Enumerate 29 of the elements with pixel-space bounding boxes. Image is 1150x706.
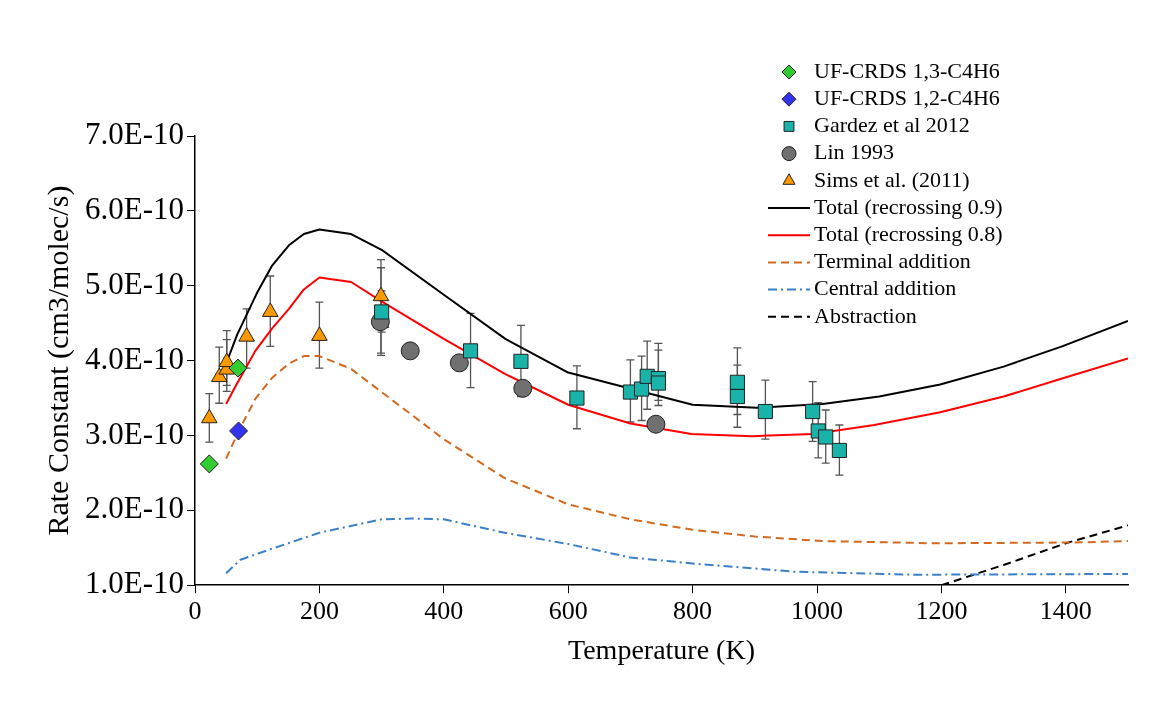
y-tick-label: 7.0E-10 xyxy=(84,116,185,152)
x-tick-label: 0 xyxy=(188,595,202,625)
y-tick-label: 1.0E-10 xyxy=(84,565,185,601)
legend-label: Sims et al. (2011) xyxy=(814,166,970,192)
legend-label: Terminal addition xyxy=(814,248,971,274)
legend-label: UF-CRDS 1,2-C4H6 xyxy=(814,84,1000,110)
x-tick-label: 1400 xyxy=(1039,595,1092,625)
line-series xyxy=(225,355,1128,545)
line-series xyxy=(225,517,1128,576)
y-tick-label: 2.0E-10 xyxy=(84,490,185,526)
y-tick-label: 6.0E-10 xyxy=(84,191,185,227)
legend-label: Lin 1993 xyxy=(814,139,895,165)
legend-label: Total (recrossing 0.9) xyxy=(814,193,1003,219)
legend-label: Central addition xyxy=(814,275,957,301)
legend-label: Total (recrossing 0.8) xyxy=(814,220,1003,246)
legend-label: Gardez et al 2012 xyxy=(814,112,970,138)
x-tick-label: 800 xyxy=(673,595,713,625)
x-tick-label: 400 xyxy=(424,595,464,625)
y-tick-label: 4.0E-10 xyxy=(84,340,185,376)
x-axis-title: Temperature (K) xyxy=(568,633,755,665)
y-axis-title: Rate Constant (cm3/molec/s) xyxy=(40,185,75,536)
x-tick-label: 1200 xyxy=(915,595,968,625)
x-tick-label: 600 xyxy=(548,595,588,625)
x-tick-label: 200 xyxy=(299,595,339,625)
y-tick-label: 3.0E-10 xyxy=(84,415,185,451)
y-tick-label: 5.0E-10 xyxy=(84,265,185,301)
legend-label: UF-CRDS 1,3-C4H6 xyxy=(814,57,1000,83)
legend-label: Abstraction xyxy=(814,302,917,328)
x-tick-label: 1000 xyxy=(791,595,843,625)
